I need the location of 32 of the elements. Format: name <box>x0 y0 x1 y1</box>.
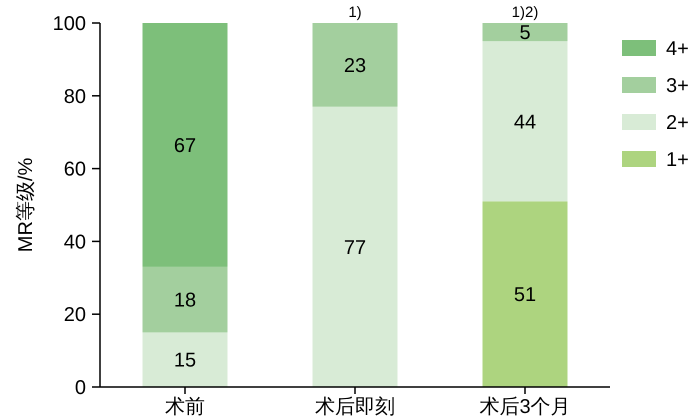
y-tick-label: 60 <box>64 158 86 181</box>
annotation: 1) <box>348 4 362 21</box>
y-tick-label: 80 <box>64 86 86 108</box>
y-axis-title: MR等级/% <box>15 158 37 252</box>
data-label: 51 <box>514 284 536 306</box>
bar <box>312 23 398 107</box>
data-label: 18 <box>174 290 196 312</box>
bar <box>482 201 568 387</box>
legend-label: 4+ <box>666 38 689 60</box>
x-tick-label: 术前 <box>165 396 205 418</box>
y-tick-label: 100 <box>52 13 86 35</box>
y-tick-label: 40 <box>64 231 86 254</box>
data-label: 67 <box>174 134 196 157</box>
y-tick-label: 0 <box>74 377 86 399</box>
annotation: 1)2) <box>512 4 538 21</box>
data-label: 5 <box>519 22 531 44</box>
y-tick-label: 20 <box>64 304 86 326</box>
bar <box>482 23 568 42</box>
x-tick-label: 术后3个月 <box>479 396 571 418</box>
bar <box>142 23 228 267</box>
bar <box>312 106 398 387</box>
bar <box>142 266 228 332</box>
data-label: 15 <box>174 350 196 372</box>
data-label: 44 <box>514 111 536 134</box>
data-label: 77 <box>344 236 366 259</box>
x-tick-label: 术后即刻 <box>315 396 395 418</box>
legend-label: 1+ <box>666 149 689 171</box>
legend-label: 3+ <box>666 75 689 97</box>
bar <box>482 41 568 202</box>
data-label: 23 <box>344 54 366 77</box>
legend-label: 2+ <box>666 112 689 134</box>
bar <box>142 332 228 387</box>
